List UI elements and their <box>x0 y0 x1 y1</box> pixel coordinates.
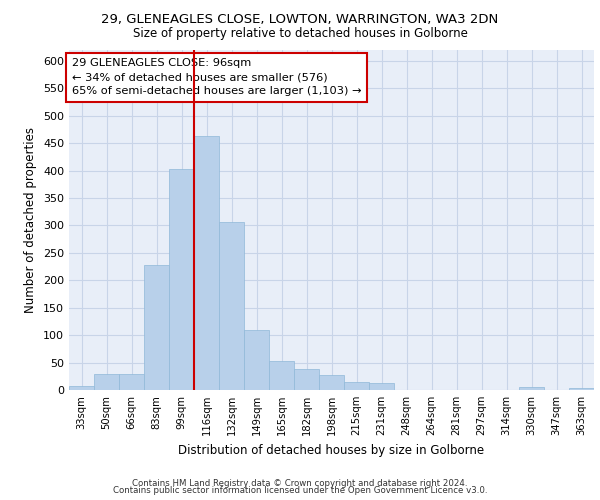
Bar <box>169 169 194 390</box>
Bar <box>194 136 219 390</box>
Bar <box>69 386 94 390</box>
Bar <box>519 388 544 390</box>
Text: Contains public sector information licensed under the Open Government Licence v3: Contains public sector information licen… <box>113 486 487 495</box>
Text: 29 GLENEAGLES CLOSE: 96sqm
← 34% of detached houses are smaller (576)
65% of sem: 29 GLENEAGLES CLOSE: 96sqm ← 34% of deta… <box>71 58 361 96</box>
Bar <box>319 375 344 390</box>
Bar <box>119 374 144 390</box>
Bar <box>144 265 169 390</box>
Bar <box>219 222 244 390</box>
Bar <box>344 382 369 390</box>
Bar <box>294 368 319 390</box>
Y-axis label: Number of detached properties: Number of detached properties <box>25 127 37 313</box>
Bar <box>94 374 119 390</box>
Text: Size of property relative to detached houses in Golborne: Size of property relative to detached ho… <box>133 28 467 40</box>
Text: Contains HM Land Registry data © Crown copyright and database right 2024.: Contains HM Land Registry data © Crown c… <box>132 478 468 488</box>
Text: 29, GLENEAGLES CLOSE, LOWTON, WARRINGTON, WA3 2DN: 29, GLENEAGLES CLOSE, LOWTON, WARRINGTON… <box>101 12 499 26</box>
X-axis label: Distribution of detached houses by size in Golborne: Distribution of detached houses by size … <box>178 444 485 456</box>
Bar <box>244 330 269 390</box>
Bar <box>269 361 294 390</box>
Bar <box>369 383 394 390</box>
Bar <box>569 388 594 390</box>
